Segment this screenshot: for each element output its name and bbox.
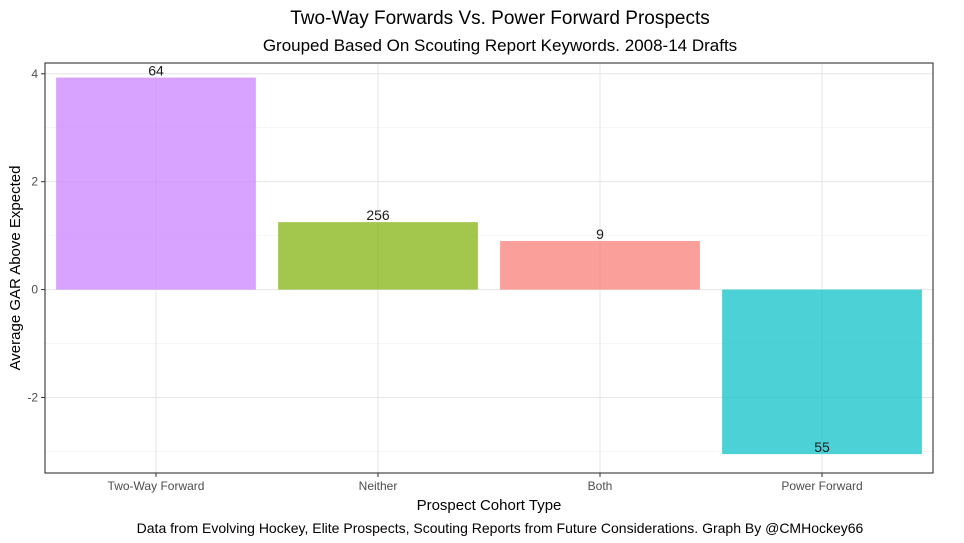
bar-count-label: 256	[366, 207, 390, 223]
x-axis-title: Prospect Cohort Type	[417, 497, 562, 514]
bar	[722, 289, 922, 455]
y-tick-label: 0	[31, 283, 38, 297]
bar	[500, 241, 700, 290]
bar	[278, 222, 478, 290]
x-tick-label: Neither	[359, 479, 398, 493]
bar-count-label: 9	[596, 226, 604, 242]
chart-subtitle: Grouped Based On Scouting Report Keyword…	[263, 36, 737, 55]
plot-border	[44, 62, 934, 474]
y-axis: -2 0 2 4	[27, 67, 45, 404]
bar-count-label: 64	[148, 63, 164, 79]
y-tick-label: -2	[27, 390, 38, 404]
x-axis: Two-Way Forward Neither Both Power Forward	[108, 473, 863, 493]
x-tick-label: Power Forward	[781, 479, 862, 493]
x-tick-label: Both	[588, 479, 613, 493]
y-tick-label: 2	[31, 175, 38, 189]
chart-title: Two-Way Forwards Vs. Power Forward Prosp…	[290, 8, 710, 29]
x-tick-label: Two-Way Forward	[108, 479, 205, 493]
chart-caption: Data from Evolving Hockey, Elite Prospec…	[137, 520, 864, 536]
y-axis-title: Average GAR Above Expected	[7, 166, 24, 371]
bars	[56, 77, 922, 455]
bar	[56, 77, 256, 290]
y-tick-label: 4	[31, 67, 38, 81]
bar-count-label: 55	[814, 439, 830, 455]
data-labels: 64 256 9 55	[148, 63, 830, 456]
